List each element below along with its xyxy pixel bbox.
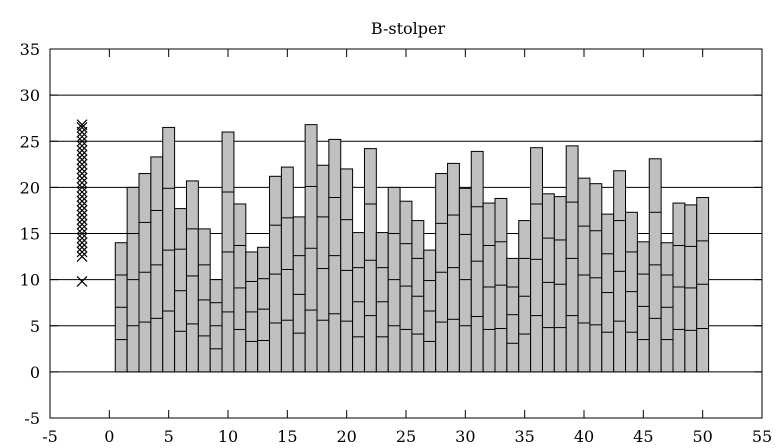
x-tick-label-6: 25	[396, 427, 416, 446]
marker-x-28	[76, 131, 88, 143]
marker-x-14	[76, 195, 88, 207]
marker-x-7	[76, 228, 88, 239]
marker-x-3	[76, 246, 88, 258]
x-tick-label-5: 20	[336, 427, 356, 446]
y-tick-label-7: 30	[20, 86, 40, 105]
markers-group	[76, 119, 88, 287]
marker-x-6	[76, 232, 88, 244]
bars-group	[114, 124, 710, 373]
marker-x-16	[76, 186, 88, 198]
marker-x-5	[76, 237, 88, 249]
x-tick-label-2: 5	[164, 427, 174, 446]
x-tick-label-10: 45	[633, 427, 653, 446]
x-tick-label-1: 0	[104, 427, 114, 446]
x-tick-label-3: 10	[218, 427, 238, 446]
x-axis-tick-labels: -5 0 5 10 15 20 25 30 35 40 45 50 55	[42, 427, 772, 446]
chart-title: B-stolper	[371, 19, 446, 38]
marker-x-20	[76, 168, 88, 179]
axis-ticks	[49, 48, 763, 419]
marker-x-27	[76, 135, 88, 147]
x-tick-label-11: 50	[692, 427, 712, 446]
x-tick-label-0: -5	[42, 427, 58, 446]
y-tick-label-3: 10	[20, 271, 40, 290]
marker-x-4	[76, 241, 88, 253]
x-tick-label-7: 30	[455, 427, 475, 446]
x-tick-label-4: 15	[277, 427, 297, 446]
marker-x-24	[76, 149, 88, 161]
marker-x-9	[76, 218, 88, 230]
marker-x-25	[76, 145, 88, 156]
marker-x-23	[76, 154, 88, 166]
x-tick-label-9: 40	[574, 427, 594, 446]
y-tick-label-5: 20	[20, 178, 40, 197]
marker-x-8	[76, 223, 88, 235]
y-tick-label-1: 0	[30, 363, 40, 382]
marker-x-18	[76, 177, 88, 189]
x-tick-label-8: 35	[514, 427, 534, 446]
marker-x-30	[76, 121, 88, 133]
y-axis-tick-labels: -5 0 5 10 15 20 25 30 35	[20, 40, 40, 428]
marker-x-11	[76, 209, 88, 221]
marker-x-21	[76, 163, 88, 175]
y-tick-label-0: -5	[24, 409, 40, 428]
y-tick-label-8: 35	[20, 40, 40, 59]
marker-x-1	[76, 276, 88, 287]
y-tick-label-4: 15	[20, 225, 40, 244]
marker-x-12	[76, 205, 88, 216]
x-tick-label-12: 55	[752, 427, 772, 446]
y-tick-label-2: 5	[30, 317, 40, 336]
marker-x-2	[76, 251, 88, 262]
marker-x-13	[76, 200, 88, 212]
marker-x-26	[76, 140, 88, 152]
marker-x-17	[76, 181, 88, 193]
marker-x-15	[76, 191, 88, 203]
marker-x-31	[76, 119, 88, 131]
marker-x-22	[76, 158, 88, 170]
y-tick-label-6: 25	[20, 132, 40, 151]
marker-x-10	[76, 214, 88, 226]
marker-x-19	[76, 172, 88, 184]
